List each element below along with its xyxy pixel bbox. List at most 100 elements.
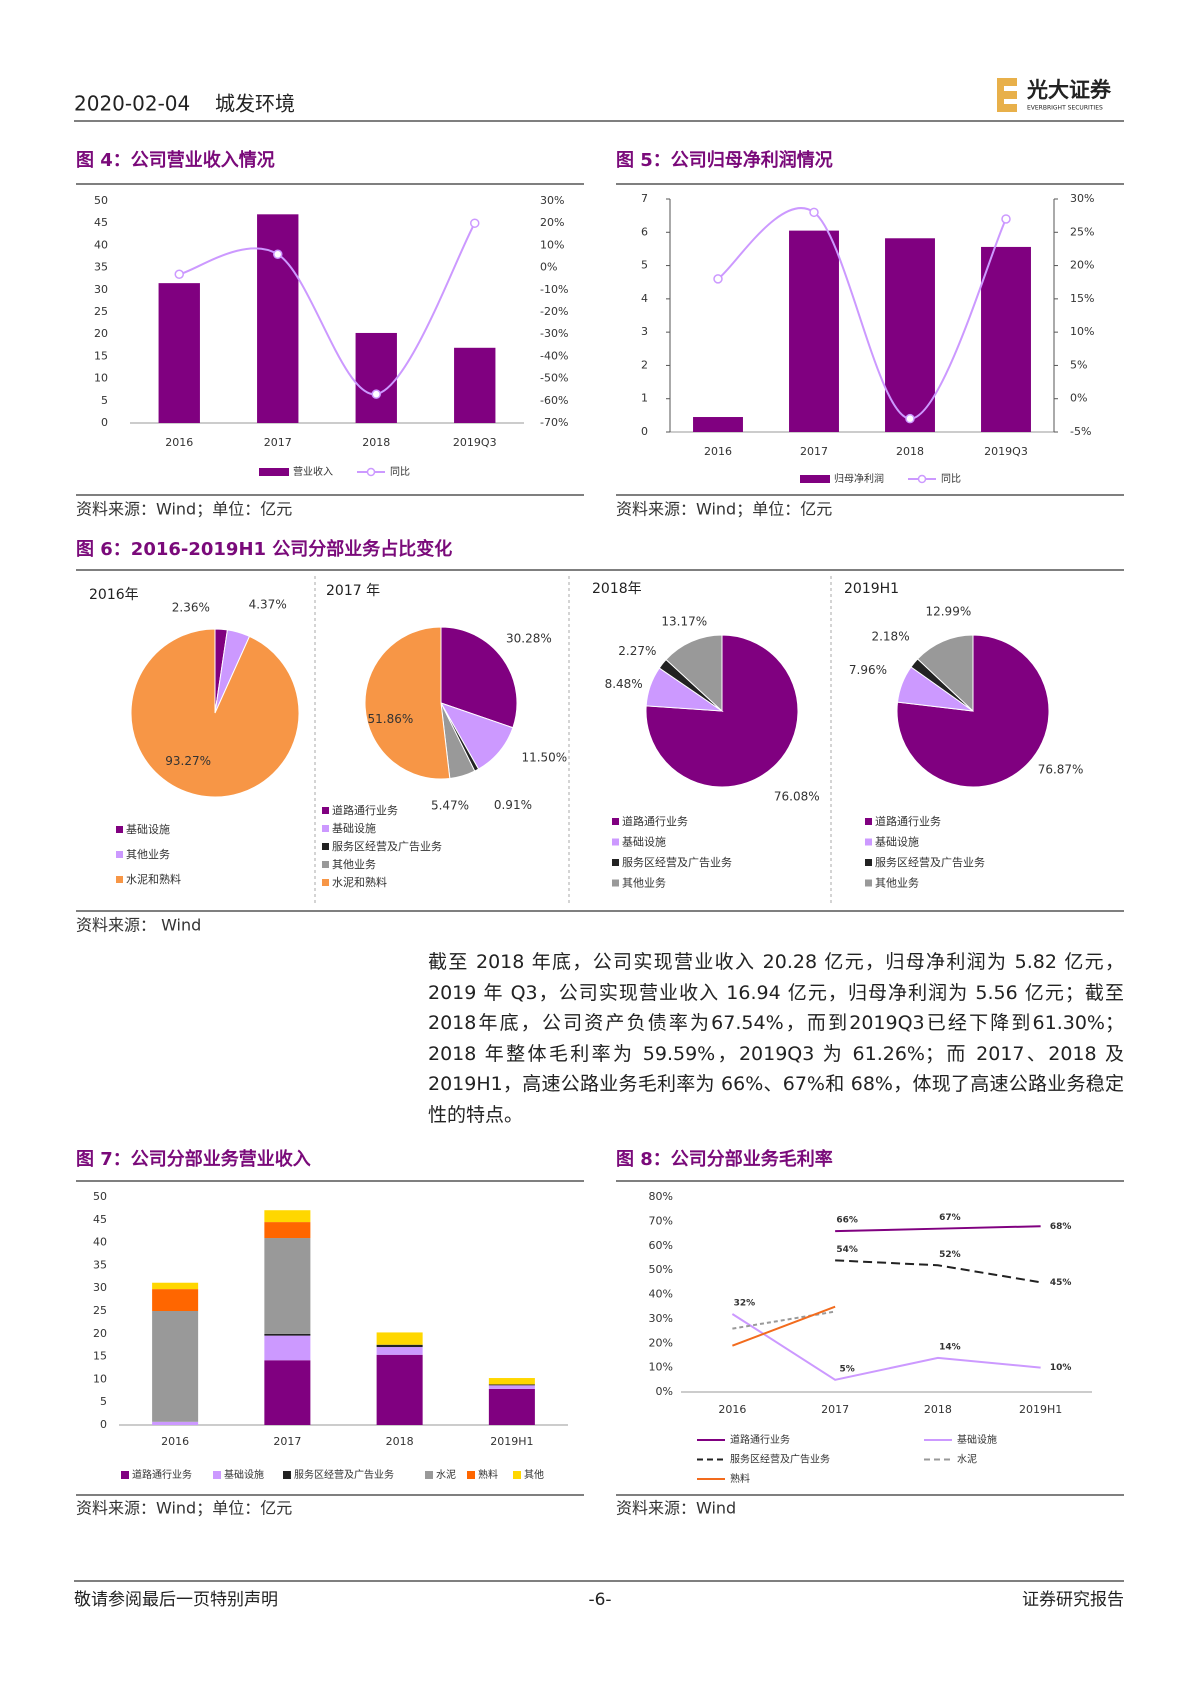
data-label: 76.08% xyxy=(774,790,820,804)
legend-swatch xyxy=(612,838,619,846)
legend-swatch xyxy=(865,838,872,846)
legend-label: 其他 xyxy=(524,1468,544,1481)
data-label: 14% xyxy=(939,1342,961,1352)
y-tick-label: 4 xyxy=(641,292,648,305)
bar-segment xyxy=(264,1333,311,1336)
line xyxy=(835,1225,1041,1233)
bar xyxy=(454,347,496,423)
legend-swatch xyxy=(116,851,123,858)
legend-swatch xyxy=(612,879,619,887)
line xyxy=(732,1310,836,1330)
x-tick-label: 2016 xyxy=(165,436,193,449)
data-label: 2.18% xyxy=(871,629,909,643)
legend-label: 水泥 xyxy=(436,1468,456,1481)
y-tick-label: 30% xyxy=(540,194,564,207)
legend-label: 道路通行业务 xyxy=(132,1468,192,1481)
y-tick-label: 5 xyxy=(641,259,648,272)
legend-label: 基础设施 xyxy=(126,823,170,836)
legend-swatch xyxy=(116,826,123,833)
y-tick-label: -30% xyxy=(540,327,568,340)
line-marker xyxy=(470,218,480,228)
x-tick-label: 2019Q3 xyxy=(453,436,497,449)
legend-label: 其他业务 xyxy=(332,858,376,871)
logo-icon xyxy=(997,78,1017,112)
data-label: 76.87% xyxy=(1038,763,1084,777)
company-name: 城发环境 xyxy=(215,92,295,116)
y-tick-label: 0% xyxy=(656,1385,673,1398)
y-tick-label: 70% xyxy=(649,1214,673,1227)
data-label: 93.27% xyxy=(165,754,211,768)
line-marker xyxy=(1001,214,1011,224)
line-marker xyxy=(713,274,723,284)
legend-label: 归母净利润 xyxy=(834,472,884,485)
bar-segment xyxy=(376,1354,423,1425)
legend-label: 其他业务 xyxy=(126,848,170,861)
y-tick-label: 6 xyxy=(641,225,648,238)
data-label: 12.99% xyxy=(925,605,971,619)
line-marker xyxy=(809,207,819,218)
y-tick-label: 5% xyxy=(1070,358,1087,371)
line xyxy=(178,222,476,396)
y-tick-label: 7 xyxy=(641,192,648,205)
y-tick-label: 20% xyxy=(1070,259,1094,272)
data-label: 0.91% xyxy=(494,798,532,812)
bar-segment xyxy=(152,1311,199,1422)
legend-swatch xyxy=(612,818,619,825)
pie-title: 2019H1 xyxy=(844,581,899,597)
bar-segment xyxy=(376,1332,423,1345)
legend-label: 服务区经营及广告业务 xyxy=(622,855,732,869)
y-tick-label: 50 xyxy=(93,1190,107,1203)
bar-segment xyxy=(376,1347,423,1355)
y-tick-label: 15% xyxy=(1070,292,1094,305)
y-tick-label: 50% xyxy=(649,1263,673,1276)
data-label: 30.28% xyxy=(506,632,552,646)
legend-label: 熟料 xyxy=(478,1468,498,1481)
bar-segment xyxy=(152,1289,199,1311)
y-tick-label: 10 xyxy=(93,1372,107,1385)
data-label: 68% xyxy=(1050,1222,1072,1232)
y-tick-label: 30 xyxy=(93,1281,107,1294)
x-tick-label: 2016 xyxy=(161,1435,189,1448)
y-tick-label: 10 xyxy=(94,372,108,385)
y-tick-label: 25 xyxy=(94,305,108,318)
figure-source: 资料来源：Wind；单位：亿元 xyxy=(76,500,292,519)
x-tick-label: 2018 xyxy=(924,1403,952,1416)
legend-label: 水泥和熟料 xyxy=(126,872,181,886)
legend-label: 道路通行业务 xyxy=(622,814,688,828)
y-tick-label: 40 xyxy=(93,1236,107,1249)
pie-slice xyxy=(364,626,451,780)
figure-source: 资料来源：Wind xyxy=(616,1499,736,1518)
bar-segment xyxy=(264,1360,311,1425)
pie-title: 2018年 xyxy=(592,581,642,597)
y-tick-label: 60% xyxy=(649,1239,673,1252)
legend-swatch xyxy=(513,1471,521,1479)
y-tick-label: 45 xyxy=(94,216,108,229)
legend-swatch xyxy=(467,1471,475,1479)
legend-label: 道路通行业务 xyxy=(730,1433,790,1446)
y-tick-label: 30 xyxy=(94,283,108,296)
legend-swatch xyxy=(259,468,289,476)
y-tick-label: 0 xyxy=(641,425,648,438)
y-tick-label: -50% xyxy=(540,372,568,385)
legend-label: 水泥 xyxy=(957,1453,977,1466)
bar xyxy=(158,283,200,423)
logo-name: 光大证券 xyxy=(1026,78,1112,102)
legend-swatch xyxy=(425,1471,433,1479)
x-tick-label: 2017 xyxy=(264,436,292,449)
bar-segment xyxy=(376,1344,423,1348)
y-tick-label: 20% xyxy=(649,1336,673,1349)
x-tick-label: 2019Q3 xyxy=(984,445,1028,458)
figure-source: 资料来源： Wind xyxy=(76,916,201,935)
y-tick-label: -5% xyxy=(1070,425,1091,438)
x-tick-label: 2018 xyxy=(362,436,390,449)
data-label: 5% xyxy=(839,1364,854,1374)
y-tick-label: 0 xyxy=(101,416,108,429)
legend-label: 同比 xyxy=(390,466,410,478)
y-tick-label: 80% xyxy=(649,1190,673,1203)
y-tick-label: 45 xyxy=(93,1213,107,1226)
y-tick-label: 5 xyxy=(101,394,108,407)
figure-title: 图 8：公司分部业务毛利率 xyxy=(616,1148,833,1170)
figure-title: 图 5：公司归母净利润情况 xyxy=(616,149,833,171)
